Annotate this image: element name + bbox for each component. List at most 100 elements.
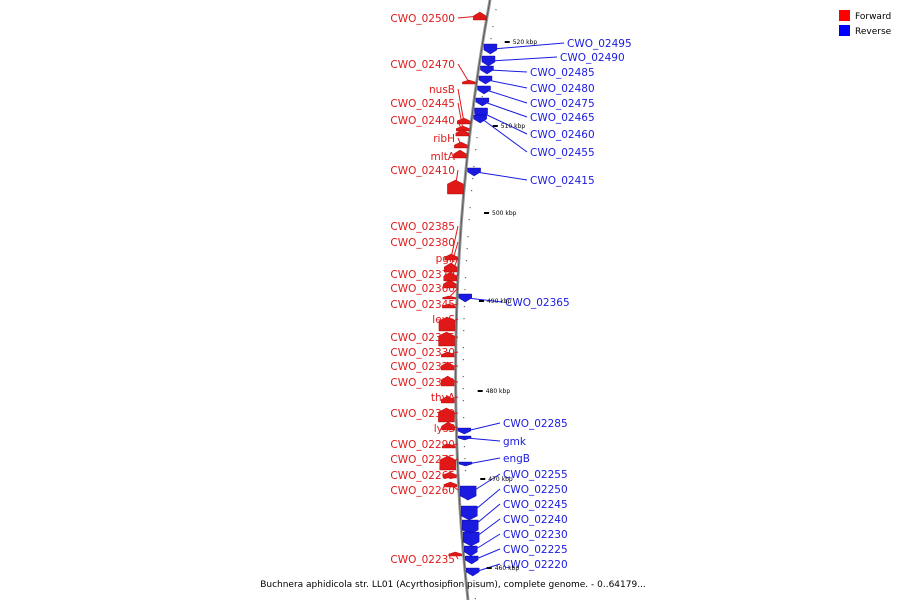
gene-feature-cwo-02465 — [475, 97, 490, 107]
gene-label-cwo-02490: CWO_02490 — [560, 52, 625, 64]
leader-line-cwo-02410 — [454, 169, 459, 188]
gene-label-cwo-02380: CWO_02380 — [390, 237, 455, 249]
backbone-dot — [464, 289, 466, 291]
gene-feature-cwo-02255 — [459, 485, 477, 501]
gene-feature-cwo-02220 — [466, 567, 480, 577]
scale-tick-label: 490 kbp — [487, 298, 512, 305]
gene-label-cwo-02385: CWO_02385 — [390, 221, 455, 233]
leader-line-cwo-02300 — [446, 412, 459, 416]
gene-label-cwo-02475: CWO_02475 — [530, 98, 595, 110]
leader-line-cwo-02445 — [457, 102, 464, 129]
backbone-dot — [481, 96, 483, 98]
gene-label-cwo-02225: CWO_02225 — [503, 544, 568, 556]
gene-label-thya: thyA — [431, 392, 456, 404]
gene-label-cwo-02265: CWO_02265 — [390, 470, 455, 482]
backbone-dot — [467, 236, 469, 238]
gene-label-cwo-02240: CWO_02240 — [503, 514, 568, 526]
gene-label-cwo-02235: CWO_02235 — [390, 554, 455, 566]
backbone-dot — [463, 417, 465, 419]
gene-label-cwo-02370: CWO_02370 — [390, 269, 455, 281]
gene-label-cwo-02440: CWO_02440 — [390, 115, 455, 127]
leader-line-cwo-02415 — [476, 171, 528, 181]
gene-label-cwo-02445: CWO_02445 — [390, 98, 455, 110]
leader-line-pgk — [449, 257, 459, 277]
leader-line-thya — [447, 396, 459, 400]
leader-line-cwo-02345 — [448, 303, 459, 307]
gene-label-cwo-02465: CWO_02465 — [530, 112, 595, 124]
gene-label-cwo-02325: CWO_02325 — [390, 361, 455, 373]
leader-line-cwo-02255 — [469, 473, 501, 494]
backbone-dot — [463, 318, 465, 320]
scale-tick-mark — [504, 41, 510, 43]
leader-line-gmk — [466, 437, 501, 442]
backbone-dot — [469, 207, 471, 209]
gene-label-cwo-02300: CWO_02300 — [390, 408, 455, 420]
gene-label-cwo-02455: CWO_02455 — [530, 147, 595, 159]
leader-line-cwo-02475 — [485, 89, 528, 104]
legend-label-reverse: Reverse — [855, 27, 892, 37]
scale-tick-mark — [484, 212, 490, 214]
leader-line-cwo-02260 — [450, 484, 459, 491]
gene-feature-cwo-02235 — [448, 551, 462, 557]
legend: Forward Reverse — [839, 10, 892, 37]
backbone-dot — [475, 149, 477, 151]
gene-label-gmk: gmk — [503, 436, 527, 448]
backbone-dot — [465, 260, 468, 262]
backbone-dot — [462, 376, 464, 378]
leader-line-cwo-02465 — [484, 101, 528, 118]
leader-line-cwo-02230 — [472, 533, 501, 552]
gene-feature-cwo-02225 — [464, 555, 479, 565]
scale-tick-mark — [492, 125, 498, 127]
backbone-dot — [490, 38, 492, 40]
backbone-dot — [474, 598, 476, 600]
gene-label-cwo-02260: CWO_02260 — [390, 485, 455, 497]
leader-line-lyss — [448, 425, 459, 429]
gene-label-engb: engB — [503, 453, 530, 465]
scale-ticks: 520 kbp 510 kbp 500 kbp 490 kbp 480 kbp 470 k… — [477, 39, 538, 572]
gene-feature-cwo-02365 — [458, 293, 472, 303]
backbone-dot — [462, 359, 464, 361]
leader-line-engb — [467, 457, 501, 465]
gene-feature-cwo-02250 — [461, 505, 478, 521]
scale-tick-label: 480 kbp — [486, 388, 511, 395]
gene-label-cwo-02330: CWO_02330 — [390, 347, 455, 359]
gene-label-cwo-02290: CWO_02290 — [390, 439, 455, 451]
gene-feature-cwo-02475 — [477, 85, 491, 95]
leader-line-cwo-02285 — [466, 422, 501, 432]
backbone-dot — [463, 330, 465, 332]
gene-feature-cwo-02455 — [473, 114, 487, 124]
leader-line-cwo-02485 — [488, 69, 528, 73]
leader-line-cwo-02455 — [481, 118, 528, 153]
gene-label-cwo-02470: CWO_02470 — [390, 59, 455, 71]
gene-feature-gmk — [457, 435, 472, 441]
backbone-dot — [495, 9, 497, 11]
backbone-dot — [470, 190, 473, 192]
leader-line-cwo-02320 — [447, 380, 459, 383]
gene-labels: CWO_02500 CWO_02470 nusB CWO_02445 CWO_02440… — [390, 13, 631, 571]
backbone-dot — [463, 446, 466, 448]
leader-line-cwo-02470 — [457, 63, 470, 83]
gene-label-cwo-02335: CWO_02335 — [390, 332, 455, 344]
gene-label-cwo-02360: CWO_02360 — [390, 283, 455, 295]
scale-tick-label: 520 kbp — [513, 39, 538, 46]
gene-label-cwo-02345: CWO_02345 — [390, 299, 455, 311]
scale-tick-label: 500 kbp — [492, 210, 517, 217]
leader-line-cwo-02290 — [448, 443, 459, 447]
leader-line-cwo-02250 — [470, 488, 501, 514]
leader-line-cwo-02440 — [457, 119, 463, 134]
gene-feature-engb — [458, 461, 473, 467]
leader-line-cwo-02385 — [450, 225, 459, 258]
gene-label-cwo-02460: CWO_02460 — [530, 129, 595, 141]
scale-tick-mark — [480, 478, 486, 480]
scale-tick-mark — [478, 300, 484, 302]
leader-line-cwo-02495 — [492, 42, 565, 50]
gene-label-leus: leuS — [432, 314, 455, 326]
gene-feature-cwo-02415 — [467, 167, 481, 177]
leader-line-cwo-02380 — [450, 241, 459, 268]
leader-line-ribh — [457, 137, 462, 146]
gene-label-cwo-02495: CWO_02495 — [567, 38, 632, 50]
gene-feature-pgk — [443, 271, 457, 282]
leader-line-cwo-02460 — [482, 112, 528, 135]
backbone-dot — [462, 388, 464, 390]
